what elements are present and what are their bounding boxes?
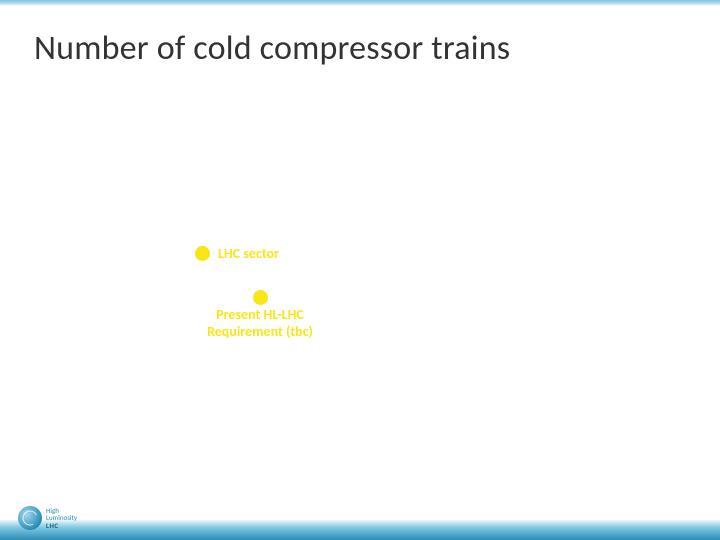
legend-area: LHC sector xyxy=(195,245,395,276)
legend-label-line2: Requirement (tbc) xyxy=(175,324,345,341)
legend-item-lhc-sector: LHC sector xyxy=(195,245,395,262)
legend-item-hl-lhc: Present HL-LHC Requirement (tbc) xyxy=(175,290,345,341)
footer-logo: High Luminosity LHC xyxy=(18,506,77,530)
logo-line3: LHC xyxy=(46,521,59,530)
top-accent-bar xyxy=(0,0,720,6)
footer-accent-bar xyxy=(0,520,720,540)
legend-label-line1: Present HL-LHC xyxy=(175,307,345,324)
slide-title: Number of cold compressor trains xyxy=(34,28,510,69)
logo-globe-icon xyxy=(18,506,42,530)
legend-dot-icon xyxy=(253,290,268,305)
legend-dot-icon xyxy=(195,246,210,261)
legend-label: LHC sector xyxy=(218,245,279,262)
logo-text: High Luminosity LHC xyxy=(46,507,77,529)
